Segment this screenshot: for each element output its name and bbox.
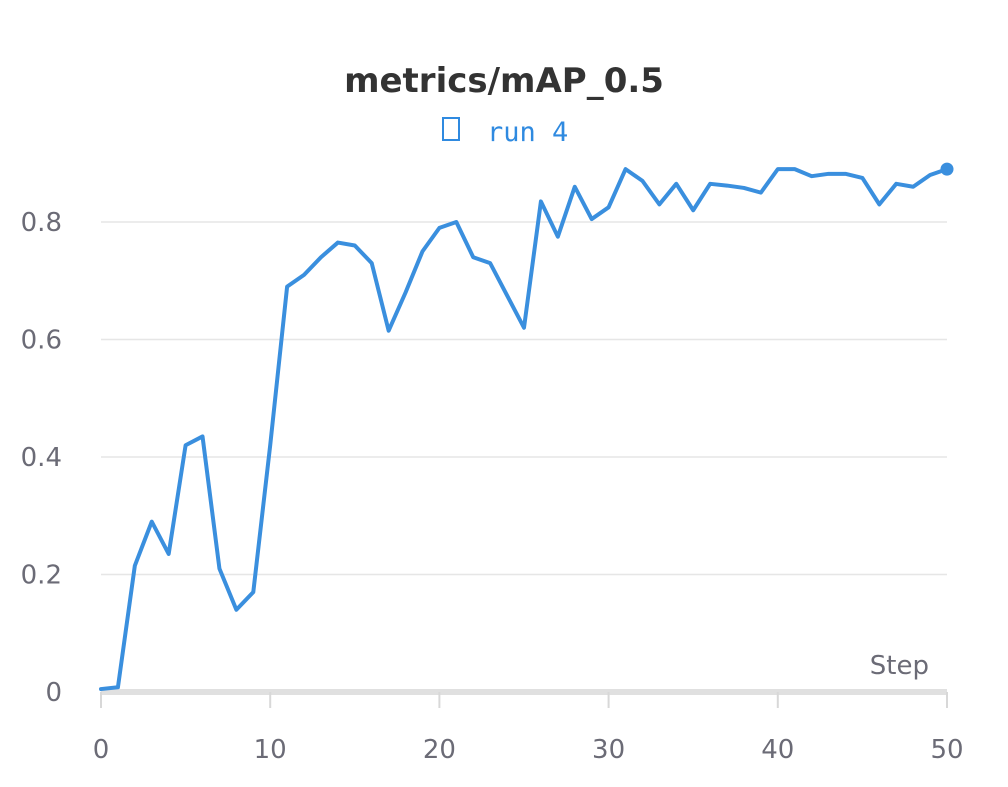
x-tick-label: 50 xyxy=(930,735,963,765)
y-axis-ticks: 0 0.2 0.4 0.6 0.8 xyxy=(21,208,62,708)
y-tick-label: 0.8 xyxy=(21,208,62,238)
run-marker-icon xyxy=(442,117,460,141)
x-axis-label: Step xyxy=(870,651,929,681)
gridlines xyxy=(101,221,947,576)
y-tick-label: 0.4 xyxy=(21,443,62,473)
y-tick-label: 0 xyxy=(45,678,62,708)
x-tick-label: 30 xyxy=(592,735,625,765)
legend-entry-label: run 4 xyxy=(487,117,568,148)
x-axis-ticks: 0 10 20 30 40 50 xyxy=(93,692,964,765)
chart-title: metrics/mAP_0.5 xyxy=(344,61,664,101)
legend: run 4 xyxy=(442,117,568,148)
series-layer xyxy=(99,162,954,692)
y-tick-label: 0.6 xyxy=(21,326,62,356)
x-tick-label: 40 xyxy=(761,735,794,765)
y-tick-label: 0.2 xyxy=(21,561,62,591)
x-tick-label: 20 xyxy=(423,735,456,765)
x-tick-label: 0 xyxy=(93,735,110,765)
x-tick-label: 10 xyxy=(254,735,287,765)
series-line xyxy=(99,167,949,692)
last-point-marker[interactable] xyxy=(940,162,954,176)
